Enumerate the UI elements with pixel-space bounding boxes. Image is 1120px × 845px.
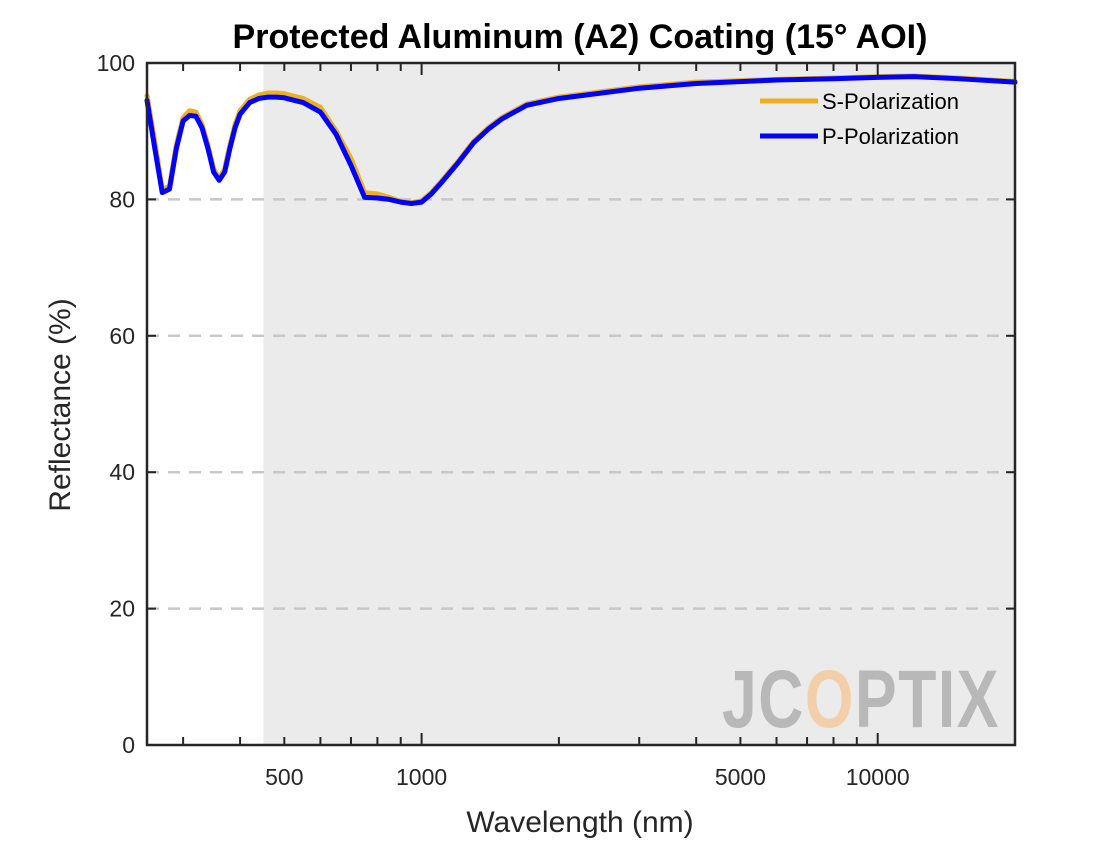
x-tick-label-10000: 10000 (846, 764, 910, 790)
shaded-region (263, 63, 1015, 745)
plot-area: JCOPTIX 0 20 40 60 80 100 500 1000 5000 10000 (97, 50, 1018, 790)
x-tick-label-500: 500 (265, 764, 303, 790)
axes-box (145, 61, 1017, 747)
series-line-p-polarization (144, 74, 1018, 206)
y-tick-label-40: 40 (109, 459, 135, 485)
brand-logo-watermark: JCOPTIX (722, 654, 1000, 745)
y-tick-label-100: 100 (97, 50, 135, 76)
chart-title: Protected Aluminum (A2) Coating (15° AOI… (233, 18, 928, 56)
brand-logo-text: JCOPTIX (722, 654, 1000, 745)
x-tick-label-5000: 5000 (715, 764, 766, 790)
y-tick-label-20: 20 (109, 596, 135, 622)
legend: S-Polarization P-Polarization (760, 89, 959, 149)
y-tick-label-80: 80 (109, 186, 135, 212)
legend-label-s-polarization: S-Polarization (822, 89, 959, 114)
y-tick-label-0: 0 (122, 732, 135, 758)
x-tick-label-1000: 1000 (396, 764, 447, 790)
y-tick-label-60: 60 (109, 323, 135, 349)
x-axis-label: Wavelength (nm) (466, 806, 693, 839)
legend-label-p-polarization: P-Polarization (822, 124, 959, 149)
y-axis-label: Reflectance (%) (44, 298, 77, 511)
